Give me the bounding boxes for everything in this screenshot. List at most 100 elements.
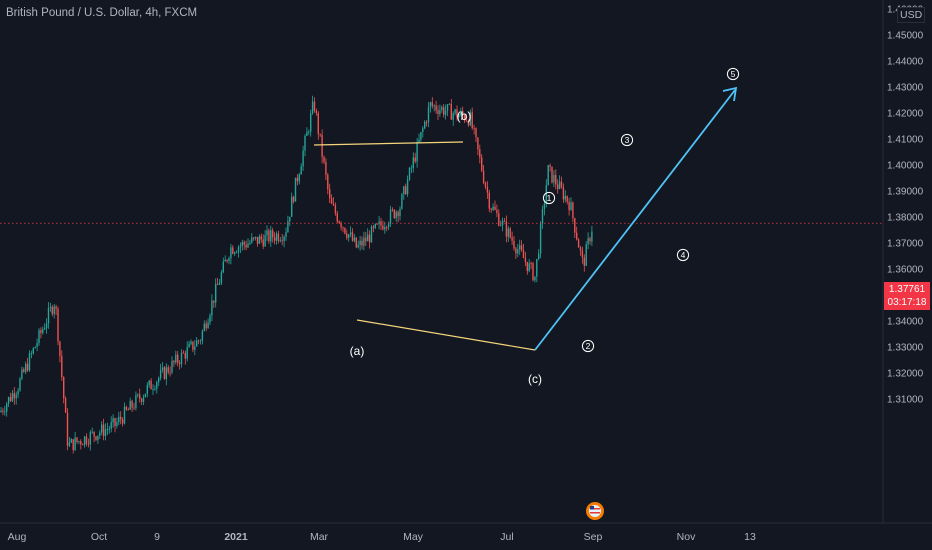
candle-body xyxy=(110,422,112,429)
candle-body xyxy=(135,395,137,408)
candle-body xyxy=(137,394,139,396)
candle-body xyxy=(538,253,540,259)
candle-body xyxy=(230,247,232,259)
candle-body xyxy=(80,441,82,445)
upper-trendline xyxy=(313,141,464,146)
candle-body xyxy=(304,135,306,151)
candle-body xyxy=(323,156,325,162)
chart-title: British Pound / U.S. Dollar, 4h, FXCM xyxy=(6,7,198,19)
candle-body xyxy=(59,341,61,356)
candle-body xyxy=(186,347,188,359)
candle-body xyxy=(315,110,318,114)
candle-body xyxy=(475,128,477,138)
candle-body xyxy=(144,393,147,398)
candle-body xyxy=(173,360,175,363)
candle-body xyxy=(547,165,549,186)
candle-body xyxy=(104,429,107,436)
candle-body xyxy=(152,389,154,390)
candle-body xyxy=(528,263,530,271)
candle-body xyxy=(349,232,352,235)
candle-body xyxy=(97,435,99,440)
candle-body xyxy=(32,348,34,354)
y-tick-label: 1.39000 xyxy=(887,187,924,198)
candle-body xyxy=(116,422,118,426)
candle-body xyxy=(68,442,71,446)
candle-body xyxy=(91,431,93,433)
candle-body xyxy=(150,380,152,390)
candle-body xyxy=(376,223,378,225)
candle-body xyxy=(256,236,259,244)
candle-body xyxy=(589,238,591,242)
candle-body xyxy=(395,211,397,218)
us-flag-stripe xyxy=(590,512,600,514)
currency-label[interactable]: USD xyxy=(897,7,926,23)
wave-label-circle xyxy=(676,248,690,262)
candle-body xyxy=(239,245,242,248)
candle-body xyxy=(146,385,148,394)
candle-body xyxy=(38,330,40,344)
candle-body xyxy=(272,230,274,238)
candle-body xyxy=(133,407,135,409)
candle-body xyxy=(361,240,363,246)
candle-body xyxy=(15,394,17,399)
candle-body xyxy=(365,237,367,242)
candle-body xyxy=(572,202,574,219)
candle-body xyxy=(279,240,281,242)
candle-body xyxy=(327,174,329,190)
candle-body xyxy=(359,240,361,245)
candle-body xyxy=(30,353,33,355)
candle-body xyxy=(340,223,342,228)
candle-body xyxy=(234,252,236,254)
candle-body xyxy=(194,346,196,350)
candle-body xyxy=(462,111,464,116)
candle-body xyxy=(431,102,433,106)
candle-body xyxy=(156,382,158,389)
candle-body xyxy=(264,235,266,247)
candle-body xyxy=(501,220,504,226)
candle-body xyxy=(532,263,534,281)
candle-body xyxy=(444,110,447,115)
candle-body xyxy=(367,234,369,242)
candle-body xyxy=(505,221,508,237)
candle-body xyxy=(482,170,485,183)
candle-body xyxy=(310,113,312,132)
candle-body xyxy=(40,330,42,333)
candle-body xyxy=(522,250,525,259)
candle-body xyxy=(338,221,340,224)
candle-body xyxy=(479,149,481,158)
candle-body xyxy=(363,237,365,246)
candle-body xyxy=(201,330,204,341)
candle-body xyxy=(513,240,515,249)
x-tick-label: Sep xyxy=(584,531,603,543)
candle-body xyxy=(308,131,310,133)
candle-body xyxy=(319,133,321,135)
candle-body xyxy=(302,150,304,167)
x-tick-label: Nov xyxy=(677,531,696,543)
candle-body xyxy=(433,105,435,107)
candle-body xyxy=(57,308,59,342)
x-tick-label: 2021 xyxy=(224,531,248,543)
wave-label: 2 xyxy=(586,341,591,351)
x-tick-label: Oct xyxy=(91,531,107,543)
candle-body xyxy=(570,202,572,211)
candle-body xyxy=(568,201,570,211)
candle-body xyxy=(300,166,302,175)
candle-body xyxy=(494,206,496,210)
candle-body xyxy=(551,166,553,183)
candle-body xyxy=(11,393,14,401)
candle-body xyxy=(42,329,44,333)
candle-body xyxy=(389,209,392,224)
candle-body xyxy=(213,300,215,303)
candle-body xyxy=(405,186,407,195)
candle-body xyxy=(443,107,445,115)
candle-body xyxy=(93,431,95,437)
candle-body xyxy=(209,315,211,323)
candle-body xyxy=(509,228,511,238)
candle-body xyxy=(357,244,359,248)
wave-label-circle xyxy=(620,133,634,147)
candle-body xyxy=(553,175,555,183)
candle-body xyxy=(562,187,565,200)
candle-body xyxy=(235,252,238,254)
